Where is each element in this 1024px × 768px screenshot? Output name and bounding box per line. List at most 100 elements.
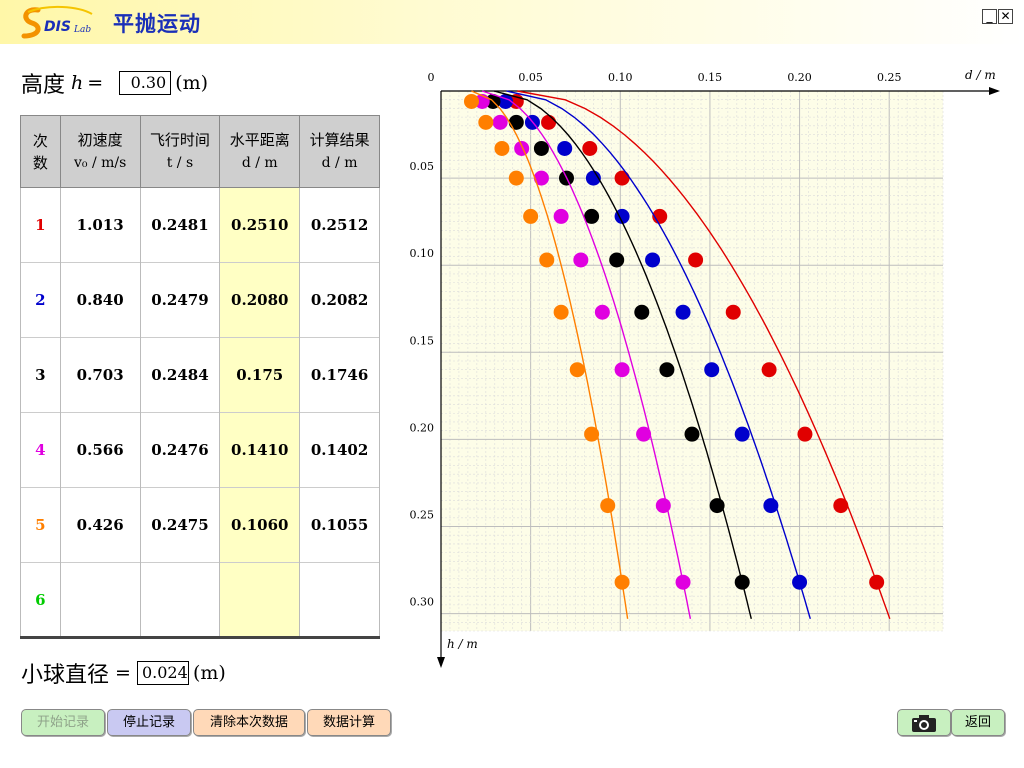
back-button[interactable]: 返回: [951, 709, 1005, 736]
data-point: [675, 304, 691, 320]
calculate-button[interactable]: 数据计算: [307, 709, 391, 736]
data-point: [684, 426, 700, 442]
data-point: [614, 208, 630, 224]
data-point: [869, 574, 885, 590]
cell-count: 5: [20, 487, 61, 563]
data-point: [584, 426, 600, 442]
chart-grid: [441, 91, 944, 632]
data-point: [553, 304, 569, 320]
diameter-label: 小球直径: [21, 663, 110, 688]
clear-data-button[interactable]: 清除本次数据: [193, 709, 305, 736]
svg-text:Lab: Lab: [73, 25, 91, 35]
data-point: [582, 140, 598, 156]
cell-distance: 0.175: [219, 337, 301, 413]
height-eq: =: [87, 72, 104, 94]
data-point: [539, 252, 555, 268]
table-row: 4 0.566 0.2476 0.1410 0.1402: [20, 412, 380, 488]
svg-text:DIS: DIS: [44, 19, 71, 35]
chart-axes: [437, 87, 1000, 668]
series-2: [498, 90, 811, 619]
diameter-field-row: 小球直径 = 0.024 (m): [21, 659, 226, 688]
data-point: [734, 574, 750, 590]
cell-computed: [299, 562, 380, 638]
cell-computed: 0.1746: [299, 337, 380, 413]
data-point: [478, 114, 494, 130]
start-record-button[interactable]: 开始记录: [21, 709, 105, 736]
stop-record-button[interactable]: 停止记录: [107, 709, 191, 736]
y-axis-label: h / m: [447, 637, 478, 651]
data-point: [541, 114, 557, 130]
data-point: [508, 114, 524, 130]
cell-time: [139, 562, 221, 638]
x-tick-label: 0.10: [608, 71, 633, 84]
y-axis-arrow: [437, 657, 445, 668]
y-tick-label: 0.10: [410, 247, 435, 260]
diameter-unit: (m): [192, 662, 226, 684]
data-point: [636, 426, 652, 442]
diameter-input[interactable]: 0.024: [136, 661, 189, 685]
table-header-row: 次数 初速度 v₀ / m/s 飞行时间 t / s 水平距离 d / m 计算结果 d…: [20, 115, 380, 188]
header-time: 飞行时间 t / s: [139, 115, 221, 188]
table-row: 5 0.426 0.2475 0.1060 0.1055: [20, 487, 380, 563]
data-point: [725, 304, 741, 320]
results-table: 次数 初速度 v₀ / m/s 飞行时间 t / s 水平距离 d / m 计算结果 d…: [20, 115, 380, 639]
cell-distance: 0.1410: [219, 412, 301, 488]
dislab-logo-icon: DIS Lab: [21, 5, 93, 39]
data-point: [614, 362, 630, 378]
series-5: [463, 90, 630, 619]
x-axis-label: d / m: [965, 68, 996, 82]
y-tick-label: 0.20: [410, 421, 435, 434]
data-point: [594, 304, 610, 320]
minimize-button[interactable]: _: [982, 9, 997, 24]
x-tick-label: 0.25: [877, 71, 902, 84]
data-point: [709, 498, 725, 514]
data-point: [634, 304, 650, 320]
height-unit: (m): [175, 72, 209, 94]
cell-time: 0.2479: [139, 262, 221, 338]
cell-velocity: 0.566: [59, 412, 141, 488]
data-point: [763, 498, 779, 514]
data-point: [704, 362, 720, 378]
height-label: 高度: [21, 73, 66, 98]
cell-time: 0.2475: [139, 487, 221, 563]
x-axis-arrow: [989, 87, 1000, 95]
table-row: 1 1.013 0.2481 0.2510 0.2512: [20, 187, 380, 263]
series-4: [474, 90, 692, 619]
table-row: 2 0.840 0.2479 0.2080 0.2082: [20, 262, 380, 338]
data-point: [734, 426, 750, 442]
cell-count: 4: [20, 412, 61, 488]
cell-time: 0.2484: [139, 337, 221, 413]
cell-computed: 0.1055: [299, 487, 380, 563]
cell-count: 6: [20, 562, 61, 638]
data-point: [675, 574, 691, 590]
chart-ticks: 0 0.05 0.10 0.15 0.20 0.25 0.05 0.10 0.15 0.20 0.2…: [410, 68, 996, 651]
cell-velocity: 1.013: [59, 187, 141, 263]
series-curve: [493, 90, 752, 619]
trajectory-chart: 0 0.05 0.10 0.15 0.20 0.25 0.05 0.10 0.15 0.20 0.2…: [410, 68, 1000, 668]
header-velocity: 初速度 v₀ / m/s: [59, 115, 141, 188]
close-button[interactable]: ✕: [998, 9, 1013, 24]
cell-time: 0.2476: [139, 412, 221, 488]
cell-computed: 0.2512: [299, 187, 380, 263]
cell-distance: 0.1060: [219, 487, 301, 563]
cell-distance: 0.2510: [219, 187, 301, 263]
cell-velocity: [59, 562, 141, 638]
data-point: [614, 574, 630, 590]
series-3: [485, 90, 752, 619]
x-tick-label: 0.20: [787, 71, 812, 84]
header-count: 次数: [20, 115, 61, 188]
data-point: [573, 252, 589, 268]
height-input[interactable]: 0.30: [119, 71, 172, 95]
table-row: 3 0.703 0.2484 0.175 0.1746: [20, 337, 380, 413]
series-curve: [506, 90, 811, 619]
cell-count: 2: [20, 262, 61, 338]
cell-count: 3: [20, 337, 61, 413]
data-point: [492, 114, 508, 130]
cell-distance: [219, 562, 301, 638]
cell-distance: 0.2080: [219, 262, 301, 338]
data-point: [792, 574, 808, 590]
cell-velocity: 0.703: [59, 337, 141, 413]
camera-button[interactable]: [897, 709, 951, 736]
data-point: [523, 208, 539, 224]
data-point: [494, 140, 510, 156]
